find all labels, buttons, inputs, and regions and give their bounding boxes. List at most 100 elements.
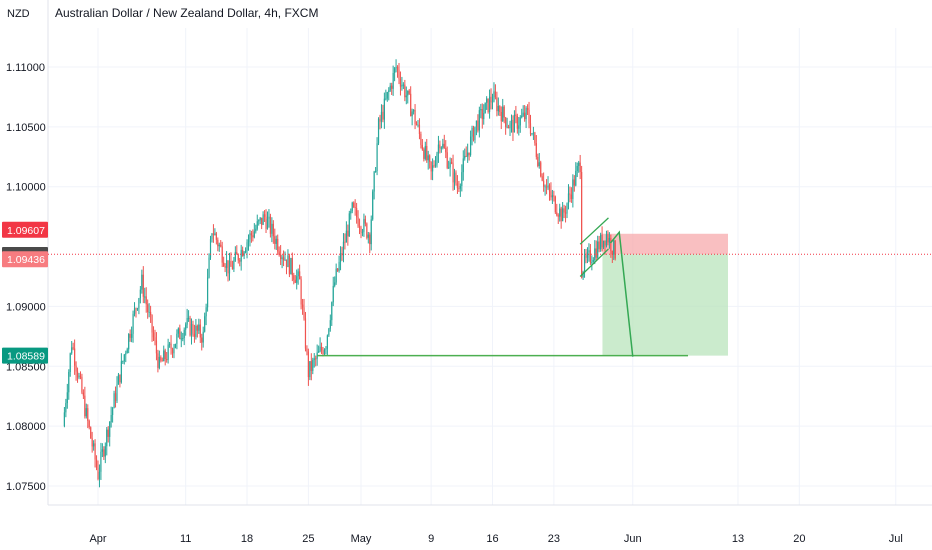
candle-body xyxy=(304,318,307,349)
candle-body xyxy=(382,111,384,120)
candle-body xyxy=(418,124,421,135)
candle-body xyxy=(133,308,136,314)
candle-body xyxy=(76,371,79,378)
candle-body xyxy=(573,179,575,186)
candle-body xyxy=(401,84,403,87)
candle-body xyxy=(348,213,350,237)
candle-body xyxy=(168,343,171,345)
candle-body xyxy=(209,239,212,258)
candle-body xyxy=(103,449,105,457)
candle-body xyxy=(578,162,580,166)
candle-body xyxy=(205,307,207,317)
candle-body xyxy=(591,262,593,264)
candle-body xyxy=(430,161,432,172)
candle-body xyxy=(215,233,217,240)
candle-body xyxy=(123,354,125,362)
candle-body xyxy=(164,350,166,360)
candle-body xyxy=(139,289,141,299)
candle-body xyxy=(138,298,140,309)
candle-body xyxy=(110,415,112,422)
candle-body xyxy=(566,203,568,214)
candle-body xyxy=(486,98,488,103)
candle-body xyxy=(491,101,494,103)
candle-body xyxy=(394,68,396,73)
candle-body xyxy=(208,257,210,278)
candle-body xyxy=(338,261,340,271)
candle-body xyxy=(281,257,283,260)
candle-body xyxy=(72,347,74,349)
candle-body xyxy=(284,259,286,261)
candle-body xyxy=(81,376,83,393)
candle-body xyxy=(585,255,587,258)
candle-body xyxy=(475,120,478,127)
projection-path[interactable] xyxy=(609,230,634,357)
candle-body xyxy=(301,304,304,308)
candle-body xyxy=(325,348,327,350)
candle-body xyxy=(287,255,289,268)
candle-body xyxy=(278,251,280,255)
candle-body xyxy=(190,324,193,336)
x-tick-label: Apr xyxy=(89,533,106,545)
candle-body xyxy=(183,329,185,339)
candle-body xyxy=(391,85,393,89)
candle-body xyxy=(586,252,589,258)
candle-body xyxy=(572,179,574,199)
candle-body xyxy=(554,196,556,213)
candle-body xyxy=(339,253,342,262)
candle-body xyxy=(158,356,160,368)
candle-body xyxy=(405,95,407,98)
candle-body xyxy=(433,165,435,167)
candle-body xyxy=(230,261,232,267)
candle-body xyxy=(144,296,146,298)
candle-body xyxy=(195,325,197,337)
candle-body xyxy=(69,353,71,372)
candle-body xyxy=(136,308,139,310)
candlestick-series xyxy=(63,59,616,488)
candle-body xyxy=(417,124,419,126)
candle-body xyxy=(74,348,76,366)
candle-body xyxy=(413,109,415,112)
candle-body xyxy=(449,162,451,168)
candle-body xyxy=(65,403,67,413)
candle-body xyxy=(459,185,461,189)
stop-loss-zone[interactable] xyxy=(602,233,728,255)
candle-body xyxy=(613,240,615,255)
candle-body xyxy=(220,244,222,247)
candle-body xyxy=(386,92,388,99)
x-tick-label: 23 xyxy=(548,533,560,545)
candle-body xyxy=(269,216,272,234)
candle-body xyxy=(63,412,65,427)
candle-body xyxy=(604,240,606,246)
time-scale[interactable]: Apr 11 18 25 May 9 16 23 Jun 13 20 Jul xyxy=(89,533,902,545)
take-profit-zone[interactable] xyxy=(602,254,728,356)
candle-body xyxy=(126,349,128,354)
candle-body xyxy=(363,218,365,232)
candle-body xyxy=(547,185,549,188)
candle-body xyxy=(426,145,428,161)
candle-body xyxy=(500,111,502,122)
candle-body xyxy=(306,348,308,352)
candle-body xyxy=(161,360,163,362)
price-scale[interactable]: 1.11000 1.10500 1.10000 1.09000 1.08500 1.080… xyxy=(6,62,46,493)
candle-body xyxy=(458,188,460,190)
candle-body xyxy=(581,172,583,278)
candle-body xyxy=(323,349,326,355)
candle-body xyxy=(93,443,95,447)
candle-body xyxy=(107,429,109,437)
chart-title: Australian Dollar / New Zealand Dollar, … xyxy=(55,6,318,20)
candle-body xyxy=(117,374,120,385)
candle-body xyxy=(97,467,99,480)
candle-body xyxy=(104,446,106,457)
candle-body xyxy=(364,218,366,224)
candle-body xyxy=(497,105,499,112)
candle-body xyxy=(189,317,191,336)
candle-body xyxy=(150,311,152,316)
candle-body xyxy=(431,165,434,172)
candle-body xyxy=(128,333,130,350)
candle-body xyxy=(157,353,159,368)
candle-body xyxy=(307,351,309,378)
flag-pattern[interactable] xyxy=(579,217,609,277)
candle-body xyxy=(109,421,111,437)
candle-body xyxy=(450,162,453,164)
